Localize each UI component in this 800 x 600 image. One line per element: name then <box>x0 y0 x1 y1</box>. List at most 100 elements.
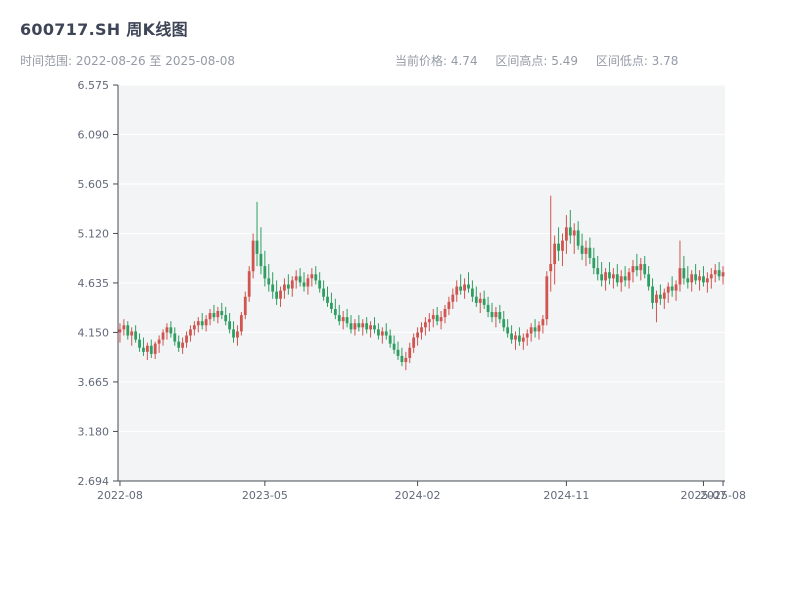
candle-body <box>247 271 251 297</box>
candle-body <box>153 343 157 354</box>
candle-body <box>408 347 412 358</box>
candle-body <box>243 296 247 316</box>
candle-body <box>251 240 255 272</box>
candle-body <box>388 335 392 344</box>
candle-body <box>189 329 192 336</box>
candle-body <box>169 327 173 334</box>
candle-body <box>318 280 322 289</box>
candle-body <box>447 301 451 309</box>
candle-body <box>404 357 408 363</box>
candle-body <box>220 311 224 316</box>
candle-body <box>377 329 380 336</box>
candle-body <box>662 292 666 299</box>
candle-body <box>678 268 682 285</box>
candle-body <box>196 321 200 326</box>
candle-body <box>604 272 607 281</box>
candle-body <box>365 323 369 330</box>
candle-body <box>130 331 134 336</box>
candle-body <box>631 266 635 273</box>
candle-body <box>623 276 627 281</box>
candle-body <box>192 325 196 330</box>
candle-body <box>705 278 709 283</box>
candle-body <box>451 294 455 302</box>
candle-body <box>467 284 470 289</box>
candle-body <box>584 247 588 254</box>
x-tick-label: 2024-11 <box>543 489 589 502</box>
candle-body <box>228 321 232 330</box>
candle-body <box>580 245 584 254</box>
x-tick-label: 2022-08 <box>97 489 143 502</box>
candle-body <box>564 227 568 241</box>
candle-body <box>126 325 130 336</box>
candle-body <box>345 317 349 324</box>
candle-body <box>173 333 177 342</box>
candle-body <box>506 327 510 334</box>
candle-body <box>561 240 564 251</box>
candle-body <box>380 331 384 336</box>
candle-body <box>384 331 388 336</box>
candle-body <box>200 321 204 326</box>
candle-body <box>463 284 466 291</box>
candle-body <box>545 276 549 320</box>
candle-body <box>149 345 153 354</box>
candle-body <box>670 286 674 291</box>
candle-body <box>275 291 279 299</box>
y-tick-label: 3.665 <box>78 376 110 389</box>
candle-body <box>502 319 506 328</box>
candle-body <box>283 284 286 291</box>
candle-body <box>721 272 725 277</box>
candle-body <box>165 327 169 333</box>
candle-body <box>185 335 188 343</box>
candle-body <box>290 280 294 289</box>
candle-body <box>694 274 698 281</box>
candle-body <box>294 276 298 281</box>
candle-body <box>224 315 228 322</box>
candle-body <box>443 308 447 318</box>
candle-body <box>498 312 502 320</box>
range-low: 区间低点: 3.78 <box>595 54 679 68</box>
candle-body <box>588 247 592 258</box>
y-tick-label: 3.180 <box>78 425 110 438</box>
candle-body <box>271 284 275 292</box>
candle-body <box>486 304 490 313</box>
candle-body <box>181 342 185 348</box>
y-tick-label: 5.605 <box>78 178 110 191</box>
candle-body <box>471 288 474 297</box>
candle-body <box>333 308 337 316</box>
candle-body <box>204 319 208 326</box>
candle-body <box>138 339 141 348</box>
candle-body <box>412 337 416 348</box>
candle-body <box>239 315 243 332</box>
candle-body <box>576 230 580 246</box>
candle-body <box>353 323 357 330</box>
price-stats: 当前价格: 4.74 区间高点: 5.49 区间低点: 3.78 <box>395 52 692 69</box>
candle-body <box>161 332 165 340</box>
candle-body <box>639 264 643 271</box>
candle-body <box>416 332 419 338</box>
candle-body <box>341 317 345 322</box>
candle-body <box>431 315 435 320</box>
candle-body <box>674 284 678 291</box>
candle-body <box>643 264 647 275</box>
candle-body <box>619 276 623 283</box>
candle-body <box>518 335 521 342</box>
y-tick-label: 2.694 <box>78 475 110 488</box>
candle-body <box>568 227 572 236</box>
candle-body <box>357 323 361 328</box>
candle-body <box>392 343 396 350</box>
candle-body <box>439 317 443 322</box>
candle-body <box>709 274 713 279</box>
candle-body <box>698 276 701 281</box>
candle-body <box>474 296 478 303</box>
candle-body <box>208 313 212 320</box>
candle-body <box>322 288 325 297</box>
candle-body <box>600 274 604 281</box>
candle-body <box>713 270 717 275</box>
candle-body <box>611 274 615 279</box>
candle-body <box>212 313 216 318</box>
y-tick-label: 4.150 <box>78 326 110 339</box>
candle-body <box>549 264 553 272</box>
candle-body <box>666 286 670 293</box>
y-tick-label: 6.090 <box>78 128 110 141</box>
